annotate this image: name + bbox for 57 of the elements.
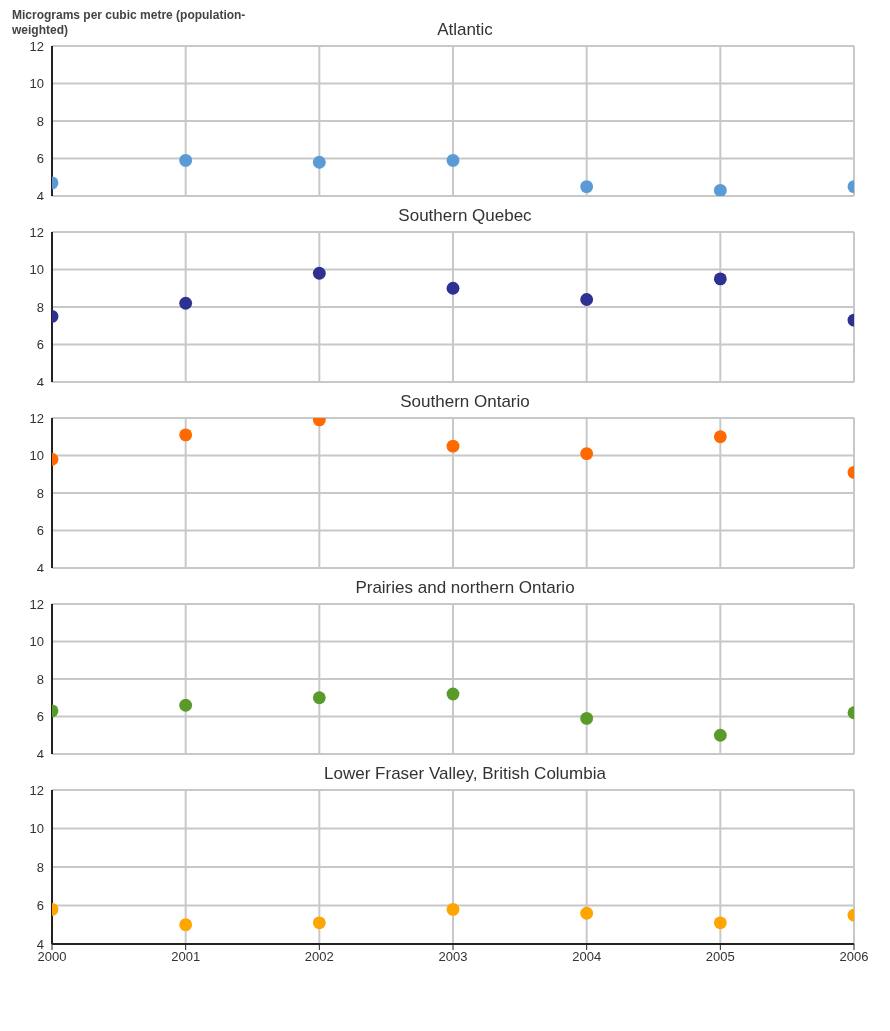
x-tick-label: 2001 xyxy=(171,949,201,965)
y-tick-label: 4 xyxy=(36,188,44,204)
point xyxy=(179,698,193,712)
point xyxy=(580,447,594,461)
y-tick-label: 10 xyxy=(29,76,44,92)
y-tick-label: 6 xyxy=(36,523,44,539)
y-tick-label: 4 xyxy=(36,936,44,952)
y-tick-label: 12 xyxy=(29,782,44,798)
point xyxy=(312,155,326,169)
y-tick-label: 4 xyxy=(36,560,44,576)
y-tick-label: 10 xyxy=(29,262,44,278)
point xyxy=(446,153,460,167)
y-tick-label: 12 xyxy=(29,410,44,426)
chart-title: Southern Quebec xyxy=(397,206,533,226)
x-tick-label: 2005 xyxy=(705,949,735,965)
y-tick-label: 6 xyxy=(36,898,44,914)
y-tick-label: 12 xyxy=(29,224,44,240)
point xyxy=(179,428,193,442)
x-tick-label: 2003 xyxy=(438,949,468,965)
x-tick-label: 2004 xyxy=(572,949,602,965)
point xyxy=(312,266,326,280)
point xyxy=(713,430,727,444)
y-tick-label: 8 xyxy=(36,859,44,875)
y-tick-label: 10 xyxy=(29,821,44,837)
y-tick-label: 6 xyxy=(36,337,44,353)
y-tick-label: 4 xyxy=(36,374,44,390)
y-tick-label: 10 xyxy=(29,448,44,464)
y-tick-label: 6 xyxy=(36,151,44,167)
point xyxy=(713,272,727,286)
point xyxy=(446,439,460,453)
point xyxy=(446,687,460,701)
point xyxy=(580,293,594,306)
x-tick-label: 2002 xyxy=(304,949,334,965)
y-tick-label: 12 xyxy=(29,38,44,54)
x-tick-label: 2000 xyxy=(37,949,67,965)
y-axis-title: Micrograms per cubic metre (population-weighted) xyxy=(12,8,247,38)
point xyxy=(713,728,727,742)
y-tick-label: 8 xyxy=(36,671,44,687)
y-tick-label: 8 xyxy=(36,113,44,129)
x-tick-label: 2006 xyxy=(839,949,869,965)
chart-title: Prairies and northern Ontario xyxy=(354,578,576,598)
point xyxy=(312,691,326,705)
y-tick-label: 10 xyxy=(29,634,44,650)
chart-title: Lower Fraser Valley, British Columbia xyxy=(323,764,607,784)
point xyxy=(179,296,193,310)
y-tick-label: 4 xyxy=(36,746,44,762)
y-tick-label: 6 xyxy=(36,709,44,725)
y-tick-label: 12 xyxy=(29,596,44,612)
y-tick-label: 8 xyxy=(36,299,44,315)
point xyxy=(179,153,193,167)
point xyxy=(446,281,460,295)
point xyxy=(580,180,594,194)
point xyxy=(580,711,594,725)
y-tick-label: 8 xyxy=(36,485,44,501)
chart-title: Southern Ontario xyxy=(399,392,531,412)
point xyxy=(713,183,727,196)
chart-title: Atlantic xyxy=(437,20,493,39)
